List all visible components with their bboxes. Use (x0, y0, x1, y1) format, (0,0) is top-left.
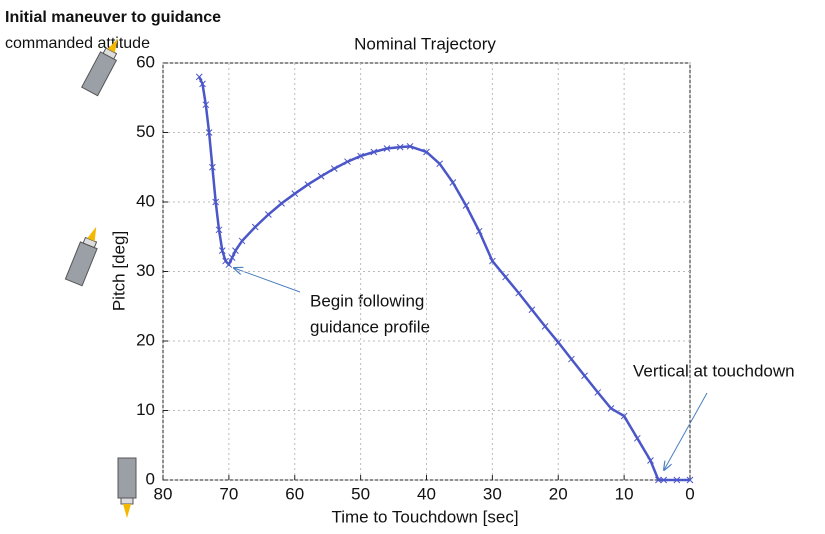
data-marker (330, 165, 338, 172)
data-marker (449, 179, 457, 186)
data-marker (195, 73, 203, 81)
annotation: commanded attitude (5, 35, 150, 52)
data-marker (541, 323, 549, 330)
data-marker (205, 129, 213, 136)
data-marker (304, 181, 312, 188)
data-marker (436, 160, 444, 168)
y-tick-label: 10 (136, 400, 155, 419)
x-tick-label: 10 (615, 484, 634, 503)
x-tick-label: 0 (685, 484, 694, 503)
data-marker (238, 237, 246, 245)
data-marker (647, 457, 654, 464)
x-tick-label: 80 (154, 484, 173, 503)
annotation: Begin following (310, 291, 424, 310)
data-marker (528, 306, 536, 314)
data-marker (265, 211, 272, 218)
data-marker (462, 202, 470, 209)
y-tick-label: 40 (136, 191, 155, 210)
data-marker (344, 158, 351, 166)
data-marker (278, 200, 285, 207)
annotation: Vertical at touchdown (633, 361, 795, 380)
data-marker (568, 355, 575, 363)
y-tick-label: 50 (136, 122, 155, 141)
data-marker (396, 143, 404, 151)
data-marker (383, 145, 391, 152)
data-marker (212, 198, 220, 206)
data-marker (554, 339, 562, 346)
y-axis-label: Pitch [deg] (109, 231, 128, 311)
data-marker (660, 476, 668, 484)
x-tick-label: 70 (219, 484, 238, 503)
data-marker (228, 254, 236, 261)
data-line (198, 76, 690, 482)
x-tick-label: 20 (549, 484, 568, 503)
y-tick-label: 20 (136, 330, 155, 349)
rocket-icon (117, 457, 137, 518)
data-marker (655, 476, 662, 484)
data-marker (218, 247, 226, 255)
x-tick-label: 60 (285, 484, 304, 503)
data-marker (502, 273, 509, 281)
data-marker (202, 101, 210, 109)
data-marker (406, 143, 414, 150)
data-marker (673, 476, 681, 484)
annotation: Initial maneuver to guidance (5, 9, 221, 26)
data-marker (620, 412, 628, 420)
data-marker (515, 289, 523, 297)
x-axis-label: Time to Touchdown [sec] (331, 507, 518, 526)
data-marker (357, 152, 364, 160)
data-marker (232, 247, 239, 255)
data-marker (581, 372, 588, 380)
x-tick-label: 40 (417, 484, 436, 503)
chart-title: Nominal Trajectory (354, 34, 496, 53)
data-marker (370, 148, 378, 156)
data-marker (633, 434, 641, 442)
data-marker (423, 148, 430, 156)
data-marker (489, 257, 496, 265)
rocket-icon (64, 226, 98, 287)
data-marker (594, 389, 602, 396)
x-tick-label: 30 (483, 484, 502, 503)
data-marker (317, 172, 325, 180)
y-tick-label: 0 (146, 469, 155, 488)
plot-frame (162, 62, 691, 481)
rocket-icon (81, 38, 118, 97)
data-marker (686, 476, 694, 484)
data-marker (199, 80, 206, 88)
data-marker (225, 261, 233, 268)
x-tick-label: 50 (351, 484, 370, 503)
data-marker (209, 163, 216, 171)
arrow (664, 392, 708, 470)
y-tick-label: 60 (136, 52, 155, 71)
data-marker (251, 223, 259, 231)
data-marker (475, 227, 483, 235)
data-marker (215, 226, 223, 234)
data-marker (607, 405, 615, 412)
annotation: guidance profile (310, 317, 430, 336)
y-tick-label: 30 (136, 261, 155, 280)
data-marker (291, 190, 299, 198)
